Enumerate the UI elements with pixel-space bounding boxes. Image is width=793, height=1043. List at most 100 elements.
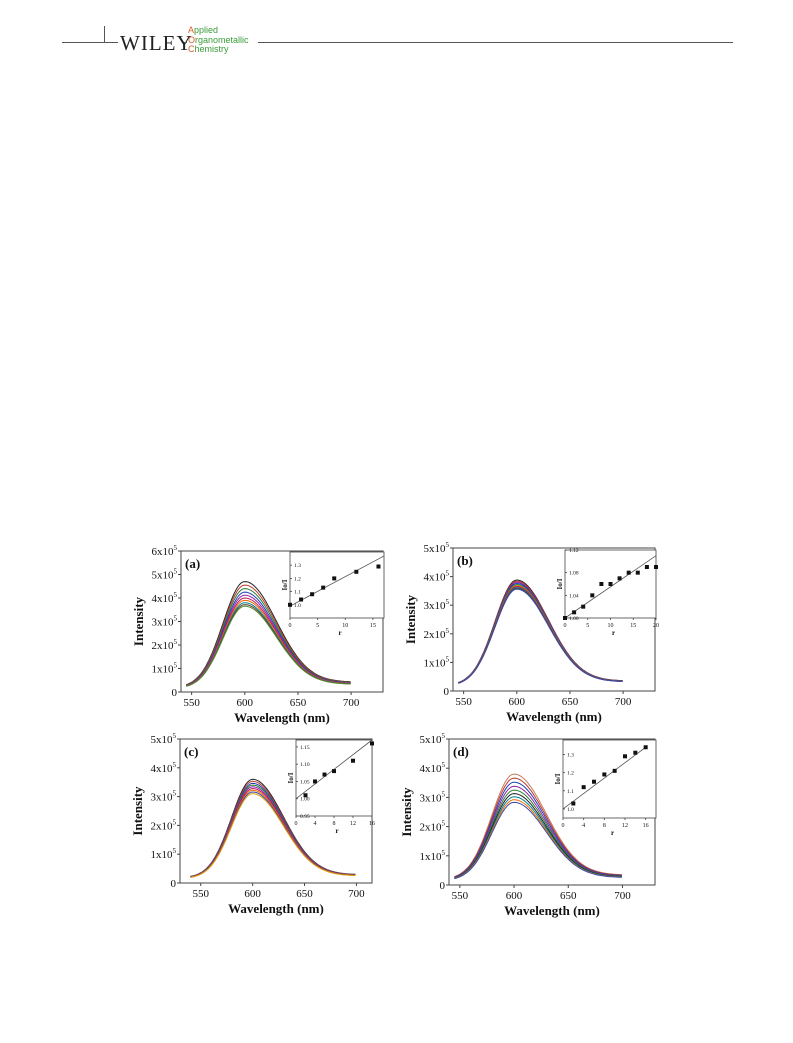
- x-axis-title: Wavelength (nm): [234, 710, 330, 725]
- y-axis-title: Intensity: [130, 786, 145, 836]
- inset-y-axis-title: Io/I: [556, 578, 564, 589]
- y-tick-label: 0: [171, 878, 177, 890]
- y-tick-label: 5x105: [151, 732, 177, 746]
- y-tick-label: 3x105: [424, 598, 450, 612]
- spectrum-line-10: [458, 588, 623, 684]
- inset-x-tick-label: 0: [289, 623, 292, 629]
- x-tick-label: 600: [509, 696, 526, 708]
- y-axis-title: Intensity: [403, 594, 418, 644]
- y-tick-label: 0: [440, 880, 446, 892]
- inset-data-point: [644, 565, 649, 569]
- inset-plot: 0 5 10 15 20 1.00 1.04 1.08 1.12 r Io/I: [556, 548, 659, 637]
- inset-x-axis-title: r: [338, 629, 341, 637]
- inset-y-tick-label: 1.1: [294, 590, 301, 596]
- x-tick-label: 650: [560, 890, 577, 902]
- x-tick-label: 650: [290, 697, 307, 709]
- chart-panel-2: 550 600 650 700 0 1x105 2x105 3x105 4x105 5x105 Wa…: [403, 541, 659, 724]
- inset-x-tick-label: 10: [608, 623, 614, 629]
- inset-data-point: [602, 772, 607, 777]
- inset-data-point: [322, 772, 327, 777]
- y-axis-title: Intensity: [131, 596, 146, 646]
- inset-frame: [295, 739, 373, 817]
- inset-data-point: [633, 750, 638, 755]
- panel-label: (c): [184, 744, 198, 759]
- inset-x-tick-label: 5: [316, 623, 319, 629]
- page-header: WILEY Applied Organometallic Chemistry: [0, 0, 793, 70]
- inset-y-tick-label: 1.15: [300, 745, 310, 751]
- spectrum-line-9: [454, 801, 622, 880]
- inset-x-axis-title: r: [335, 827, 338, 835]
- inset-data-point: [612, 768, 617, 773]
- inset-y-tick-label: 1.3: [567, 753, 574, 759]
- plot-frame: [452, 547, 656, 692]
- chart-panel-4: 550 600 650 700 0 1x105 2x105 3x105 4x105 5x105 Wa…: [399, 732, 657, 918]
- y-tick-label: 3x105: [420, 790, 446, 804]
- inset-y-axis-title: Io/I: [281, 579, 289, 590]
- spectrum-line-10: [186, 605, 351, 687]
- x-axis-title: Wavelength (nm): [504, 903, 600, 918]
- y-tick-label: 3x105: [151, 790, 177, 804]
- x-tick-label: 700: [614, 890, 631, 902]
- inset-data-point: [332, 576, 337, 581]
- inset-data-point: [354, 569, 359, 574]
- inset-frame: [289, 551, 385, 619]
- inset-fit-line: [564, 555, 657, 619]
- y-tick-label: 2x105: [424, 627, 450, 641]
- inset-x-tick-label: 10: [342, 623, 348, 629]
- y-tick-label: 1x105: [420, 849, 446, 863]
- inset-data-point: [571, 801, 576, 806]
- y-tick-label: 4x105: [420, 761, 446, 775]
- inset-data-point: [572, 610, 577, 615]
- publisher-logo: WILEY: [120, 31, 193, 55]
- inset-y-tick-label: 1.1: [567, 789, 574, 795]
- x-tick-label: 600: [244, 888, 261, 900]
- y-tick-label: 4x105: [424, 570, 450, 584]
- inset-y-tick-label: 1.10: [300, 762, 310, 768]
- inset-y-tick-label: 1.05: [300, 779, 310, 785]
- chart-panel-1: 550 600 650 700 0 1x105 2x105 3x105 4x105 5x105 6x…: [131, 544, 581, 725]
- journal-line-2: Organometallic: [188, 34, 249, 45]
- y-tick-label: 4x105: [151, 761, 177, 775]
- x-tick-label: 600: [506, 890, 523, 902]
- inset-x-tick-label: 4: [314, 821, 317, 827]
- spectrum-line-2: [454, 777, 622, 878]
- inset-data-point: [351, 758, 355, 763]
- inset-y-tick-label: 1.00: [300, 797, 310, 803]
- inset-data-point: [313, 779, 317, 784]
- inset-x-tick-label: 15: [630, 623, 636, 629]
- y-tick-label: 5x105: [152, 568, 178, 582]
- inset-data-point: [608, 582, 613, 586]
- inset-x-tick-label: 15: [370, 623, 376, 629]
- y-tick-label: 0: [172, 687, 178, 699]
- inset-x-tick-label: 16: [369, 821, 375, 827]
- inset-y-axis-title: Io/I: [554, 773, 562, 784]
- inset-plot: 0 5 10 15 1.0 1.1 1.2 1.3 r Io/I: [281, 551, 385, 637]
- inset-data-point: [299, 597, 304, 602]
- header-rule-left: [62, 42, 118, 43]
- inset-y-tick-label: 0.95: [300, 814, 310, 820]
- inset-data-point: [288, 602, 292, 607]
- inset-data-point: [635, 570, 640, 575]
- y-tick-label: 6x105: [152, 544, 178, 558]
- inset-x-tick-label: 12: [350, 821, 356, 827]
- y-tick-label: 1x105: [424, 655, 450, 669]
- inset-data-point: [376, 564, 381, 569]
- x-tick-label: 550: [183, 697, 200, 709]
- inset-x-tick-label: 0: [564, 623, 567, 629]
- inset-plot: 0 4 8 12 16 0.95 1.00 1.05 1.10 1.15 r Io/I: [287, 739, 375, 835]
- y-tick-label: 5x105: [424, 541, 450, 555]
- inset-y-axis-title: Io/I: [287, 772, 295, 783]
- inset-data-point: [310, 592, 315, 597]
- panel-label: (d): [453, 744, 469, 759]
- inset-x-tick-label: 8: [333, 821, 336, 827]
- inset-data-point: [581, 604, 586, 609]
- x-tick-label: 700: [348, 888, 365, 900]
- x-tick-label: 550: [193, 888, 210, 900]
- y-tick-label: 0: [444, 686, 450, 698]
- inset-x-tick-label: 20: [653, 623, 659, 629]
- x-axis-title: Wavelength (nm): [228, 901, 324, 916]
- inset-data-point: [654, 565, 658, 569]
- chart-panel-3: 550 600 650 700 0 1x105 2x105 3x105 4x105 5x105 Wa…: [130, 732, 585, 916]
- inset-data-point: [563, 616, 567, 620]
